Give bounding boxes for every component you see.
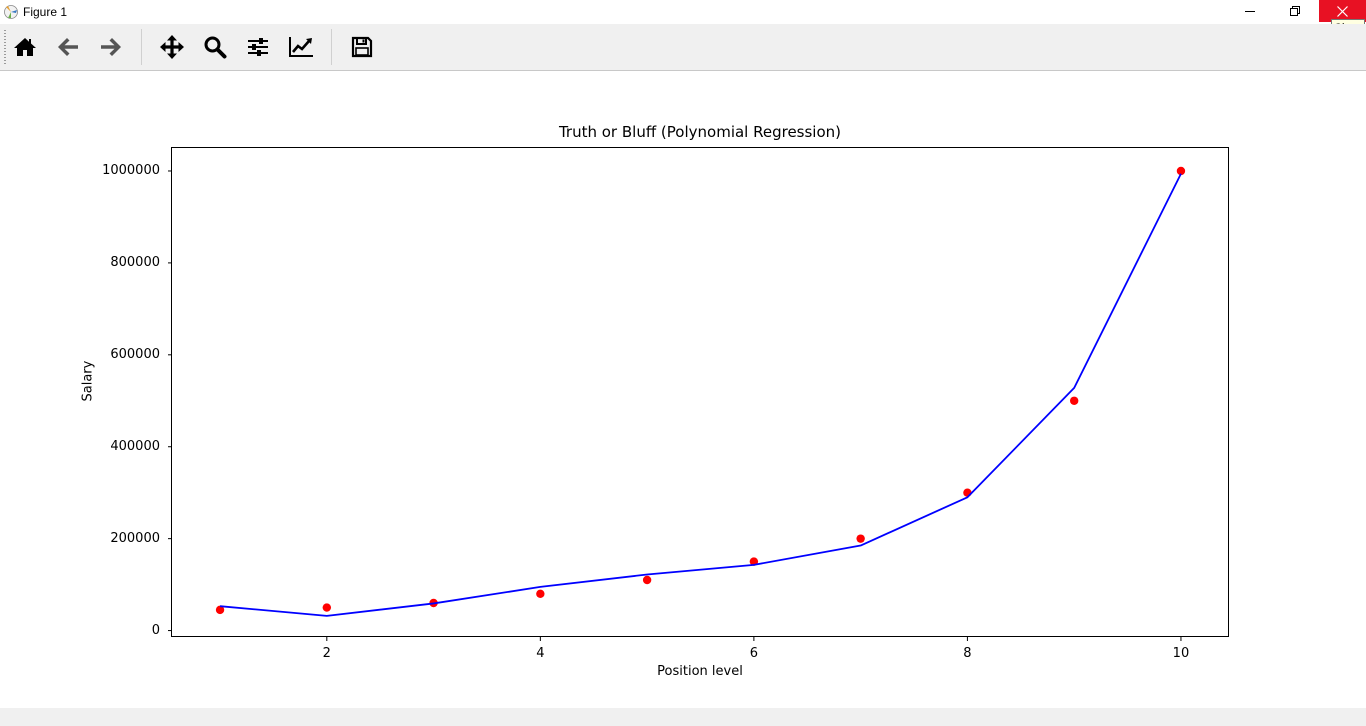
- toolbar-separator: [141, 29, 142, 65]
- back-button[interactable]: [51, 30, 85, 64]
- home-button[interactable]: [8, 30, 42, 64]
- save-button[interactable]: [345, 30, 379, 64]
- magnifier-icon: [204, 36, 227, 59]
- toolbar-grip[interactable]: [4, 30, 6, 64]
- home-icon: [14, 38, 36, 56]
- y-tick-label: 200000: [110, 530, 160, 546]
- minimize-icon: [1245, 11, 1255, 12]
- window-title: Figure 1: [23, 5, 68, 19]
- close-button[interactable]: [1319, 0, 1366, 22]
- pan-button[interactable]: [155, 30, 189, 64]
- floppy-disk-icon: [351, 36, 373, 58]
- close-icon: [1337, 6, 1348, 17]
- y-tick-label: 400000: [110, 438, 160, 454]
- axes-frame: [171, 147, 1229, 637]
- chart-title: Truth or Bluff (Polynomial Regression): [558, 123, 842, 141]
- sliders-icon: [248, 38, 268, 56]
- x-tick-label: 4: [536, 646, 545, 661]
- y-tick-label: 800000: [110, 254, 160, 270]
- matplotlib-app-icon: [4, 5, 18, 19]
- maximize-icon: [1290, 6, 1300, 16]
- arrow-left-icon: [58, 38, 78, 56]
- scatter-point: [856, 534, 865, 543]
- line-chart-icon: [289, 37, 313, 57]
- scatter-point: [215, 605, 225, 615]
- minimize-button[interactable]: [1227, 0, 1273, 22]
- scatter-point: [322, 603, 332, 612]
- x-tick-label: 6: [749, 646, 759, 661]
- y-tick-label: 600000: [110, 346, 160, 362]
- x-tick-label: 8: [963, 646, 972, 661]
- scatter-point: [1176, 166, 1186, 176]
- configure-subplots-button[interactable]: [241, 30, 275, 64]
- toolbar-separator: [331, 29, 332, 65]
- scatter-point: [536, 589, 545, 598]
- status-bar: [0, 708, 1366, 726]
- x-axis-label: Position level: [657, 664, 743, 679]
- forward-button[interactable]: [94, 30, 128, 64]
- navigation-toolbar: [0, 24, 1366, 71]
- move-icon: [160, 35, 184, 59]
- regression-line: [219, 173, 1182, 617]
- zoom-button[interactable]: [198, 30, 232, 64]
- y-tick-label: 0: [151, 622, 160, 638]
- maximize-button[interactable]: [1272, 0, 1318, 22]
- x-tick-label: 10: [1172, 646, 1190, 661]
- y-tick-label: 1000000: [102, 162, 160, 178]
- window-titlebar: Figure 1: [0, 0, 1366, 24]
- arrow-right-icon: [101, 38, 121, 56]
- x-tick-label: 2: [322, 646, 331, 661]
- edit-axis-button[interactable]: [284, 30, 318, 64]
- scatter-point: [1069, 396, 1079, 405]
- scatter-point: [642, 575, 652, 585]
- scatter-point: [963, 488, 972, 497]
